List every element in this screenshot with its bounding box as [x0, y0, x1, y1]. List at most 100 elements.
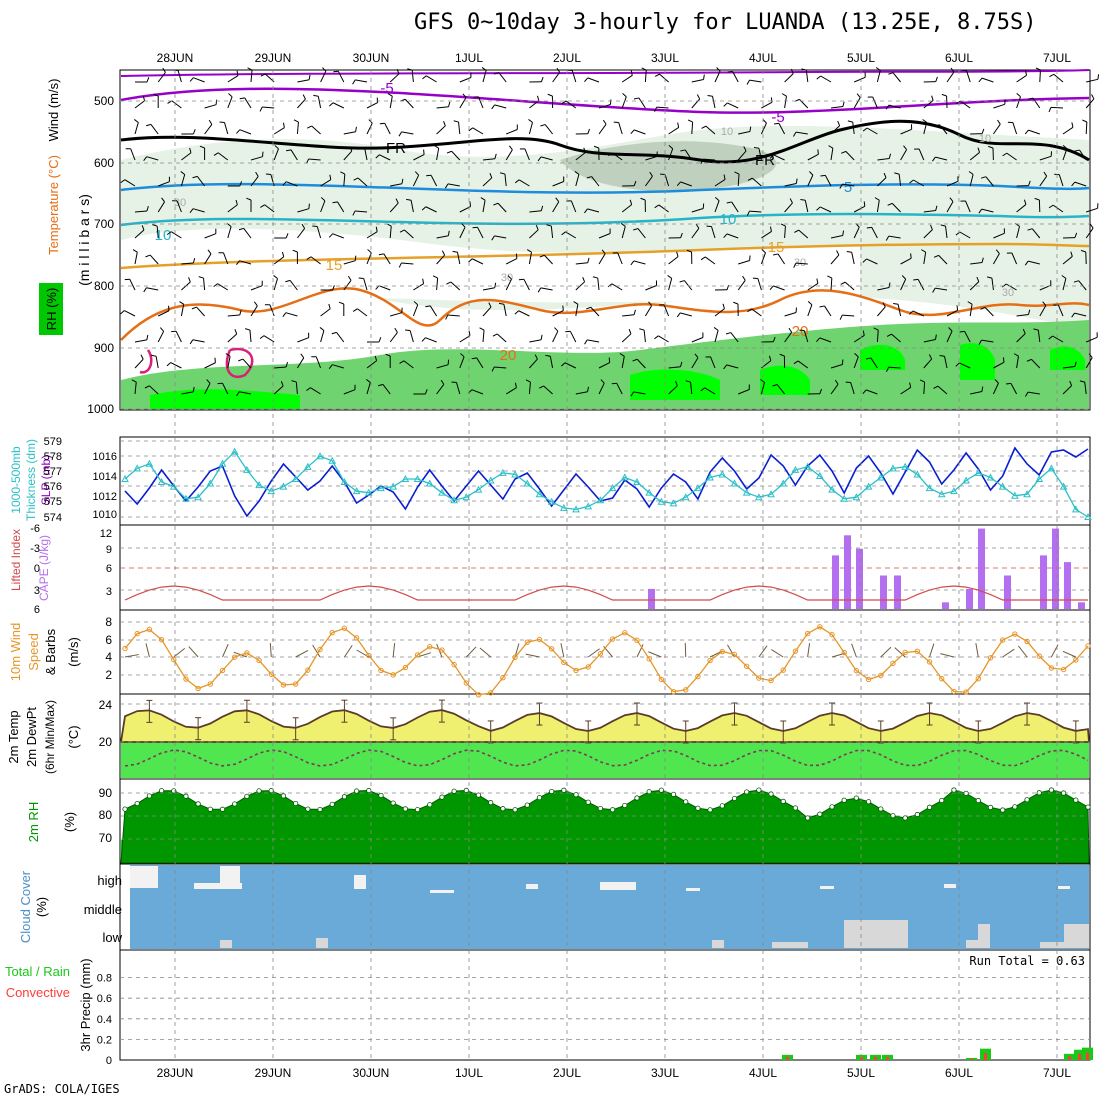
wind-barb: [1016, 314, 1029, 317]
wind-barb: [691, 208, 704, 213]
wind-marker: [951, 688, 957, 695]
wind-barb: [366, 382, 371, 395]
label-precip-total: Total / Rain: [5, 964, 70, 979]
wind-barb: [297, 337, 309, 343]
wind-barb: [366, 360, 377, 369]
rh-marker: [805, 815, 811, 821]
wind-marker: [232, 654, 238, 660]
wind-barb: [311, 125, 321, 135]
wind-barb: [1074, 181, 1087, 187]
wind-barb: [242, 358, 252, 369]
label-slp: SLP (mb): [39, 455, 53, 505]
wind-barb: [459, 97, 467, 109]
wind-barb: [637, 228, 646, 239]
thickness-marker: [438, 488, 446, 496]
wind-barb-flag: [378, 253, 384, 256]
wind-barb: [436, 254, 446, 265]
pressure-axis-label: (m i l l i b a r s): [76, 194, 92, 286]
wind-barb: [807, 174, 814, 187]
wind-barb-flag: [422, 278, 425, 284]
wind-barb-flag: [816, 278, 819, 284]
wind-barb-flag: [722, 303, 725, 309]
wind-barb: [621, 96, 627, 109]
wind-barb: [1062, 366, 1075, 369]
wind-barb: [731, 201, 739, 213]
wind-barb: [180, 304, 185, 317]
wind-barb-flag: [769, 154, 775, 159]
thickness-marker: [425, 479, 434, 487]
wind-barb: [204, 383, 211, 395]
dewpoint-line: [124, 749, 1089, 767]
wind-barb: [146, 287, 159, 291]
wind-barb: [964, 331, 971, 343]
wind-barb: [366, 231, 378, 239]
wind-barb-flag: [407, 68, 413, 71]
wind-barb-flag: [723, 174, 726, 180]
wind-barb: [320, 70, 327, 83]
wind-barb: [1078, 280, 1087, 291]
thickness-marker: [828, 485, 836, 493]
wind-barb-flag: [423, 149, 425, 155]
wind-marker: [561, 659, 567, 666]
wind-barb-flag: [498, 302, 504, 305]
wind-barb: [227, 96, 233, 109]
wind-barb-flag: [772, 384, 778, 387]
thickness-marker: [1035, 474, 1044, 482]
wind-barb: [1016, 356, 1019, 369]
wind-barb: [705, 125, 716, 135]
wind10-barb: [894, 647, 906, 658]
wind-barb-flag: [980, 306, 986, 310]
wind-barb-flag: [696, 94, 701, 100]
thickness-marker: [998, 482, 1007, 490]
wind-barb: [543, 385, 553, 395]
rh-marker: [1085, 804, 1091, 810]
wind-barb: [644, 69, 647, 83]
vertical-gridlines: [174, 70, 1058, 1060]
wind-barb-flag: [259, 335, 265, 340]
wind-barb: [992, 253, 1000, 265]
wind-barb: [970, 262, 983, 265]
wind-marker: [914, 648, 921, 654]
thickness-marker: [523, 479, 532, 487]
rh-marker: [939, 797, 945, 804]
wind-barb-flag: [444, 183, 449, 189]
wind-barb: [426, 75, 437, 83]
wind-barb-flag: [747, 177, 753, 181]
wind-barb: [684, 149, 693, 161]
wind-barb: [436, 278, 439, 291]
wind-barb-flag: [788, 327, 793, 333]
wind-barb-flag: [903, 145, 907, 150]
wind-barb: [845, 151, 855, 161]
wind-barb-flag: [452, 250, 458, 253]
wind-marker: [256, 657, 262, 664]
wind-barb: [384, 123, 391, 135]
precip-tick: 0: [106, 1055, 112, 1067]
rh-marker: [670, 791, 677, 797]
rh-marker: [951, 787, 957, 793]
wind-barb: [552, 330, 559, 343]
wind-barb-flag: [1073, 280, 1079, 283]
label-rh-unit: (%): [62, 812, 77, 832]
wind-barb-flag: [152, 224, 158, 227]
cloud-level-label: middle: [84, 902, 122, 917]
wind-barb-flag: [882, 302, 886, 308]
wind-barb-flag: [480, 197, 486, 201]
wind-barb-flag: [793, 262, 797, 268]
rh-marker: [232, 801, 238, 807]
wind-barb-flag: [434, 145, 439, 149]
wind-barb-flag: [189, 339, 194, 345]
cape-bar: [1052, 528, 1059, 609]
wind-barb: [877, 306, 886, 317]
thickness-marker: [121, 474, 129, 482]
wind-barb: [170, 362, 182, 369]
rh-marker: [280, 793, 287, 799]
date-label-bottom: 28JUN: [157, 1066, 194, 1080]
wind-barb: [204, 253, 212, 265]
wind-barb: [691, 337, 704, 343]
wind-barb: [217, 283, 229, 291]
wind-tick: 2: [105, 668, 112, 682]
wind-barb: [663, 304, 670, 317]
wind-barb-flag: [306, 387, 311, 392]
wind-barb: [506, 129, 518, 135]
wind-barb: [239, 391, 252, 395]
